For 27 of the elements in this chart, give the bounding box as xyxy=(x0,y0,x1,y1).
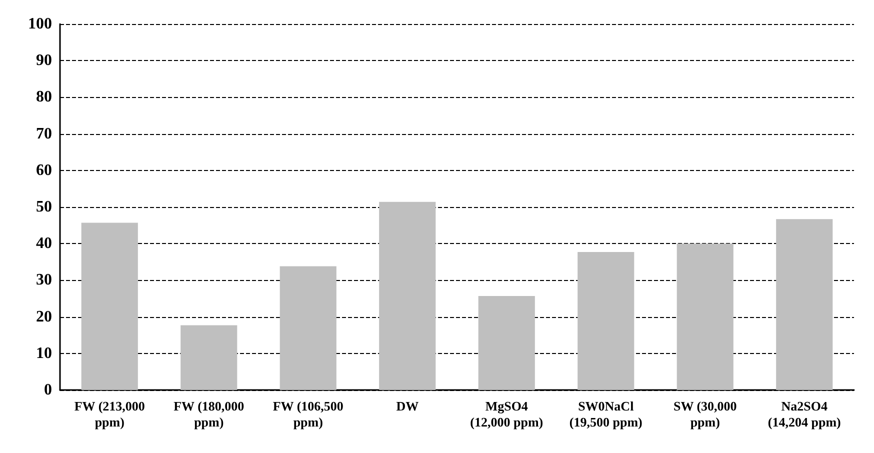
x-tick-label: FW (180,000 ppm) xyxy=(174,398,244,430)
bar xyxy=(676,244,734,390)
bar xyxy=(81,222,138,390)
bar xyxy=(180,325,238,390)
y-tick-label: 40 xyxy=(36,235,52,252)
x-tick-label: Na2SO4 (14,204 ppm) xyxy=(768,398,841,430)
x-tick-label: FW (213,000 ppm) xyxy=(74,398,145,430)
y-tick-label: 0 xyxy=(44,382,52,398)
y-tick-label: 60 xyxy=(36,162,52,179)
y-tick-label: 20 xyxy=(36,308,52,326)
y-tick-label: 10 xyxy=(36,344,52,362)
y-tick-label: 70 xyxy=(36,125,52,142)
y-tick-label: 50 xyxy=(36,198,52,216)
y-tick-label: 90 xyxy=(36,52,52,70)
y-tick-label: 30 xyxy=(36,272,52,289)
y-tick-label: 80 xyxy=(36,88,52,106)
y-tick-label: 100 xyxy=(28,16,52,32)
x-tick-label: SW (30,000 ppm) xyxy=(673,398,737,430)
bar xyxy=(280,266,336,390)
x-tick-label: DW xyxy=(396,398,419,414)
x-tick-label: SW0NaCl (19,500 ppm) xyxy=(569,398,642,430)
bar xyxy=(776,219,833,390)
x-tick-label: FW (106,500 ppm) xyxy=(272,398,344,430)
x-tick-label: MgSO4 (12,000 ppm) xyxy=(470,398,544,430)
bar xyxy=(478,296,535,390)
bar xyxy=(379,202,436,390)
bar xyxy=(578,252,634,390)
